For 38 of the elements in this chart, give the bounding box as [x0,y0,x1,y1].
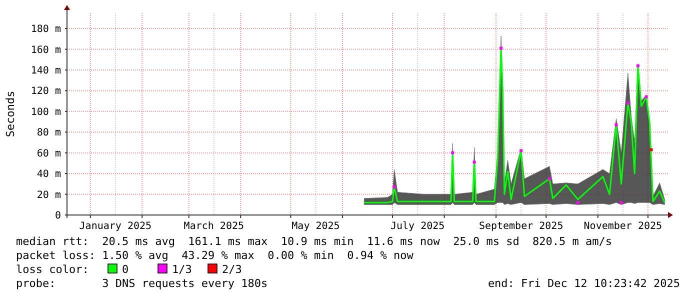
y-tick-label: 120 m [30,86,61,98]
point [614,123,618,126]
y-tick-label: 40 m [36,169,61,180]
point [500,46,503,50]
point [472,160,476,164]
text: end: Fri Dec 12 10:23:42 2025 [488,277,680,290]
y-tick-label: 20 m [36,190,61,201]
x-tick-label: May 2025 [292,221,340,232]
y-tick-label: 180 m [30,24,61,36]
y-axis-title: Seconds [4,90,17,138]
point [620,201,623,204]
y-tick-label: 100 m [30,106,61,118]
text: median rtt: 20.5 ms avg 161.1 ms max 10.9 ms min 11.6 ms now 25.0 ms sd 820.5 m am/s [16,235,612,248]
text: probe: 3 DNS requests every 180s [16,277,268,290]
point [636,64,640,68]
point [576,201,580,204]
point [520,149,523,152]
y-tick-label: 140 m [30,65,61,76]
x-tick-label: November 2025 [584,221,662,232]
y-tick-label: 60 m [36,148,61,160]
y-tick-label: 0 [54,210,61,222]
x-tick-label: March 2025 [184,221,244,232]
legend-title: loss color: [16,263,89,276]
y-tick-label: 80 m [36,128,61,139]
point [392,186,396,189]
point [548,177,551,180]
x-tick-label: September 2025 [478,221,564,232]
point [626,102,630,105]
x-tick-label: January 2025 [79,221,152,232]
y-tick-label: 160 m [30,44,61,56]
legend-label: 2/3 [222,263,242,276]
point [650,148,653,152]
point [451,151,454,154]
legend-label: 1/3 [172,263,192,276]
x-tick-label: July 2025 [390,221,445,232]
text: packet loss: 1.50 % avg 43.29 % max 0.00 % min 0.94 % now [16,249,414,262]
legend-label: 0 [122,263,129,276]
point [644,95,648,98]
